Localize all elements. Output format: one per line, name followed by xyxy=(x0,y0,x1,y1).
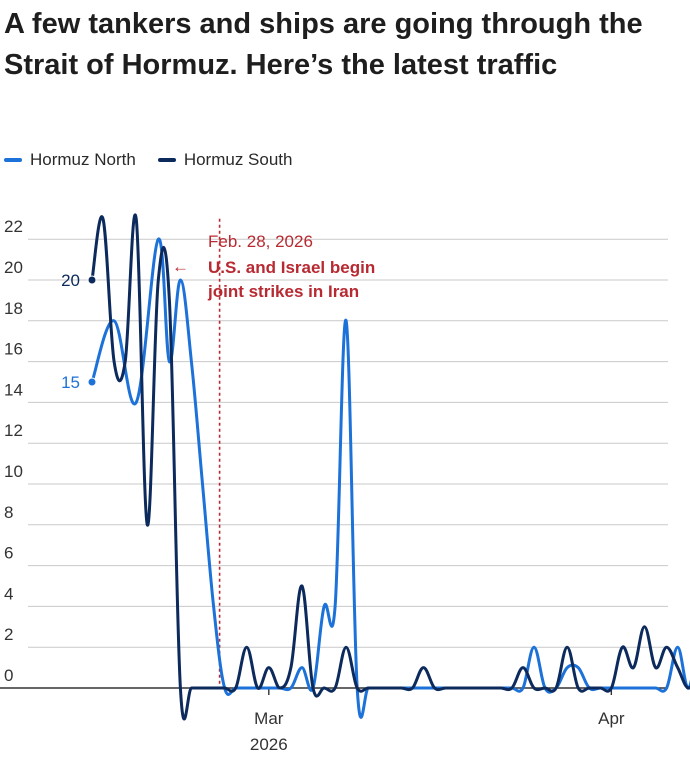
value-label-start-hormuz-south: 20 xyxy=(61,271,80,290)
y-tick-label-4: 4 xyxy=(4,584,13,603)
y-tick-label-6: 6 xyxy=(4,544,13,563)
chart-title: A few tankers and ships are going throug… xyxy=(4,8,643,81)
y-tick-label-14: 14 xyxy=(4,380,23,399)
legend-item-hormuz-south: Hormuz South xyxy=(157,150,293,170)
series-start-point-hormuz-south xyxy=(87,275,97,285)
legend-item-hormuz-north: Hormuz North xyxy=(4,150,136,170)
x-tick-label-apr: Apr xyxy=(598,709,625,728)
annotation-text-line1: U.S. and Israel begin xyxy=(208,258,375,277)
legend-label-hormuz-north: Hormuz North xyxy=(30,150,136,169)
y-tick-label-18: 18 xyxy=(4,299,23,318)
y-tick-label-22: 22 xyxy=(4,217,23,236)
y-tick-label-10: 10 xyxy=(4,462,23,481)
y-tick-label-16: 16 xyxy=(4,340,23,359)
series-line-hormuz-north xyxy=(90,237,690,719)
legend-label-hormuz-south: Hormuz South xyxy=(183,150,293,169)
x-tick-label-mar: Mar xyxy=(254,709,284,728)
y-tick-label-0: 0 xyxy=(4,666,13,685)
x-tick-sublabel-mar: 2026 xyxy=(250,735,288,754)
annotation-date: Feb. 28, 2026 xyxy=(208,232,313,251)
chart-legend: Hormuz North Hormuz South xyxy=(4,150,292,170)
annotation-arrow: ← xyxy=(172,257,189,276)
annotation-text-line2: joint strikes in Iran xyxy=(207,282,359,301)
y-tick-label-8: 8 xyxy=(4,503,13,522)
y-tick-label-2: 2 xyxy=(4,625,13,644)
legend-swatch-hormuz-south xyxy=(157,158,176,162)
legend-swatch-hormuz-north xyxy=(4,158,22,162)
series-start-point-hormuz-north xyxy=(87,377,97,387)
value-label-start-hormuz-north: 15 xyxy=(61,373,80,392)
y-tick-label-12: 12 xyxy=(4,421,23,440)
series-line-hormuz-south xyxy=(90,213,690,721)
y-tick-label-20: 20 xyxy=(4,258,23,277)
